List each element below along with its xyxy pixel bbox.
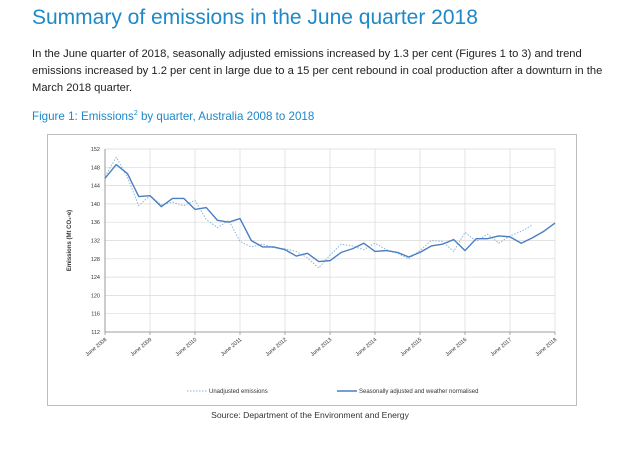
unadjusted-emissions-line [104,156,533,269]
x-tick-label: June 2018 [535,337,559,358]
legend-label: Unadjusted emissions [209,389,268,395]
x-tick-label: June 2013 [310,337,334,358]
summary-paragraph: In the June quarter of 2018, seasonally … [32,48,603,94]
x-tick-label: June 2016 [445,337,469,358]
figure-source: Source: Department of the Environment an… [211,410,409,420]
figure-title: Figure 1: Emissions2 by quarter, Austral… [32,110,314,123]
y-axis-label: Emissions (Mt CO₂-e) [67,210,73,271]
seasonally-adjusted-line [104,163,556,263]
figure-frame [47,134,577,406]
y-tick-label: 144 [91,184,100,190]
x-tick-label: June 2008 [85,337,109,358]
figure-title-text: Figure 1: Emissions [32,110,134,123]
x-tick-label: June 2017 [490,337,514,358]
x-tick-label: June 2011 [220,337,243,358]
y-tick-label: 152 [91,147,100,153]
y-tick-label: 116 [91,312,100,318]
x-tick-label: June 2012 [265,337,289,358]
y-tick-label: 112 [91,330,100,336]
figure-title-footnote: 2 [133,110,138,118]
emissions-line-chart: 112 116 120 124 128 132 136 140 144 148 152 June 20… [67,147,559,395]
x-tick-label: June 2014 [355,337,379,358]
x-tick-label: June 2015 [400,337,424,358]
y-tick-label: 124 [91,275,100,281]
y-tick-label: 128 [91,257,100,263]
y-tick-label: 136 [91,220,100,226]
y-tick-label: 132 [91,239,100,245]
y-tick-label: 148 [91,165,100,171]
page-heading: Summary of emissions in the June quarter… [32,6,478,29]
x-tick-label: June 2010 [175,337,199,358]
y-tick-label: 120 [91,293,100,299]
legend-label: Seasonally adjusted and weather normalis… [359,389,478,395]
y-tick-label: 140 [91,202,100,208]
figure-title-rest: by quarter, Australia 2008 to 2018 [137,110,315,123]
x-tick-label: June 2009 [130,337,154,358]
